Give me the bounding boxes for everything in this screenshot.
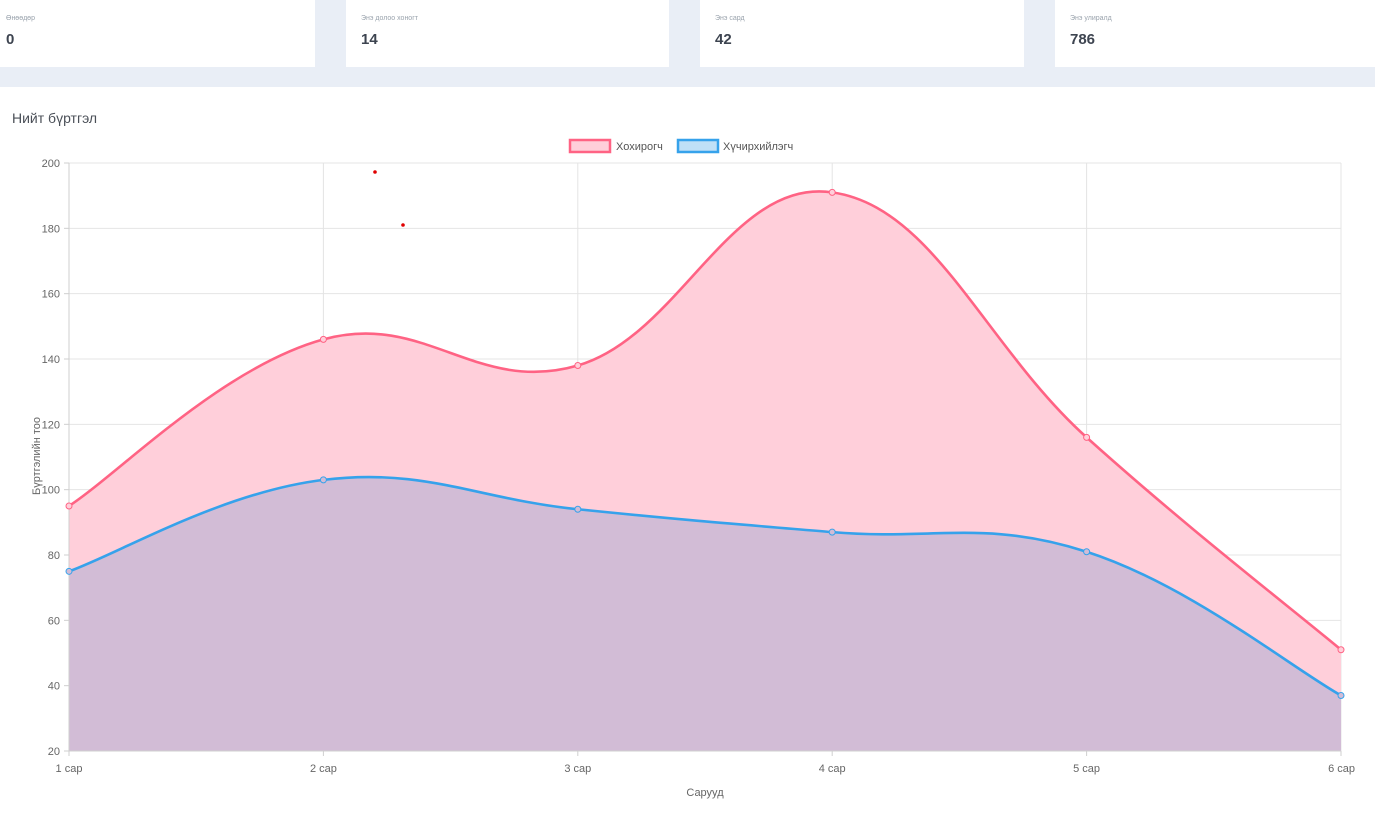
stat-value: 14 [361, 31, 378, 48]
stat-label: Энэ сард [715, 15, 745, 22]
data-point[interactable] [828, 188, 836, 196]
stat-value: 42 [715, 31, 732, 48]
stat-value: 0 [6, 31, 15, 48]
legend-item[interactable]: Хохирогч [568, 138, 663, 154]
chart-points [65, 188, 1345, 699]
x-tick-label: 1 сар [56, 763, 83, 775]
chart-legend[interactable]: Хохирогч Хүчирхийлэгч [568, 138, 793, 154]
x-tick-label: 5 сар [1073, 763, 1100, 775]
chart-lines [68, 190, 1342, 697]
y-tick-label: 20 [48, 746, 60, 758]
stat-card-month: Энэ сард 42 [700, 0, 1024, 67]
legend-label: Хүчирхийлэгч [723, 141, 793, 153]
y-tick-label: 120 [42, 419, 60, 431]
x-tick-label: 4 сар [819, 763, 846, 775]
stat-label: Энэ улиралд [1070, 15, 1112, 22]
data-point[interactable] [319, 335, 327, 343]
x-axis-title: Сарууд [686, 787, 724, 799]
stats-band: Өнөөдөр 0 Энэ долоо хоногт 14 Энэ сард 4… [0, 0, 1375, 87]
data-point[interactable] [574, 505, 582, 513]
stray-dot [373, 170, 377, 174]
data-point[interactable] [65, 502, 73, 510]
legend-item[interactable]: Хүчирхийлэгч [676, 138, 793, 154]
stat-label: Энэ долоо хоногт [361, 15, 418, 22]
y-tick-label: 80 [48, 550, 60, 562]
data-point[interactable] [1083, 433, 1091, 441]
y-tick-label: 40 [48, 681, 60, 693]
chart-title: Нийт бүртгэл [12, 110, 98, 126]
legend-swatch [676, 138, 720, 154]
stray-dot [401, 223, 405, 227]
y-axis-title: Бүртгэлийн тоо [31, 417, 43, 495]
y-tick-label: 200 [42, 158, 60, 170]
y-tick-label: 180 [42, 223, 60, 235]
data-point[interactable] [319, 476, 327, 484]
stat-label: Өнөөдөр [6, 15, 35, 22]
chart-axes [64, 162, 1342, 756]
series-line [68, 190, 1342, 651]
stat-card-today: Өнөөдөр 0 [0, 0, 315, 67]
data-point[interactable] [1083, 548, 1091, 556]
legend-swatch [568, 138, 612, 154]
data-point[interactable] [574, 362, 582, 370]
chart-areas [69, 191, 1341, 752]
y-tick-label: 160 [42, 289, 60, 301]
legend-label: Хохирогч [616, 141, 663, 153]
data-point[interactable] [1337, 691, 1345, 699]
y-tick-label: 140 [42, 354, 60, 366]
stat-card-quarter: Энэ улиралд 786 [1055, 0, 1375, 67]
data-point[interactable] [828, 528, 836, 536]
x-tick-label: 2 сар [310, 763, 337, 775]
y-tick-label: 60 [48, 615, 60, 627]
data-point[interactable] [1337, 646, 1345, 654]
x-tick-label: 3 сар [564, 763, 591, 775]
series-line [68, 475, 1342, 697]
x-tick-label: 6 сар [1328, 763, 1355, 775]
chart-ticks: 20 40 60 80 100 120 140 160 180 200 1 сар 2 сар 3 са… [42, 158, 1355, 775]
series-area [69, 477, 1341, 751]
data-point[interactable] [65, 567, 73, 575]
stat-value: 786 [1070, 31, 1096, 48]
stat-card-week: Энэ долоо хоногт 14 [346, 0, 669, 67]
y-tick-label: 100 [42, 485, 60, 497]
